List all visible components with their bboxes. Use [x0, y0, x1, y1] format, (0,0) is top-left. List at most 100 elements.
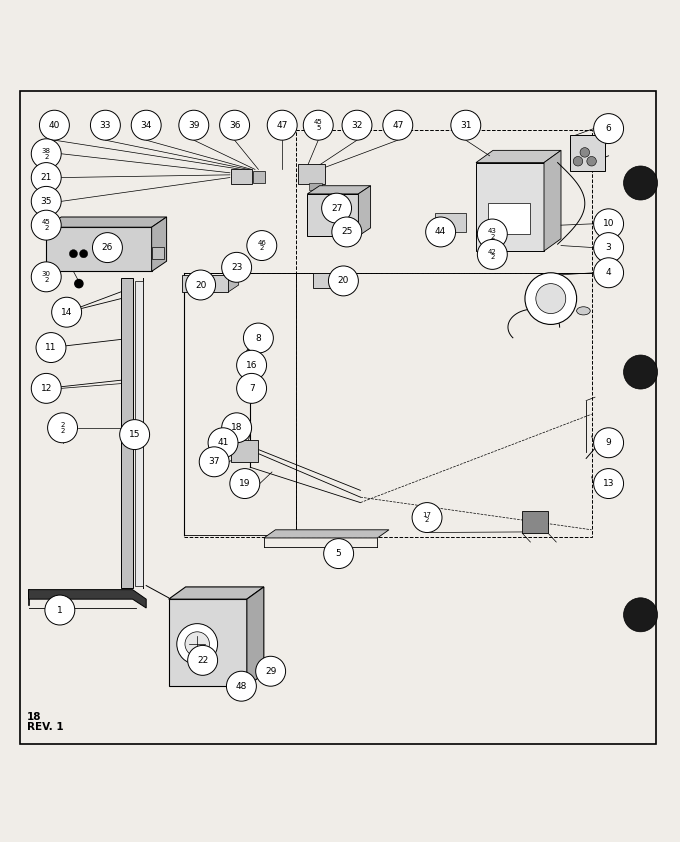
- Circle shape: [75, 280, 83, 288]
- Bar: [313, 274, 352, 289]
- Circle shape: [594, 469, 624, 498]
- Circle shape: [412, 503, 442, 532]
- Text: 10: 10: [603, 219, 614, 228]
- Text: 44: 44: [435, 227, 446, 237]
- Text: 9: 9: [606, 438, 611, 447]
- Circle shape: [36, 333, 66, 363]
- Text: 7: 7: [249, 384, 254, 393]
- Polygon shape: [247, 587, 264, 686]
- Text: 2
2: 2 2: [61, 422, 65, 434]
- Circle shape: [31, 186, 61, 216]
- Circle shape: [48, 413, 78, 443]
- Text: 45
2: 45 2: [42, 220, 50, 231]
- Circle shape: [594, 114, 624, 143]
- Circle shape: [185, 632, 209, 656]
- Circle shape: [208, 428, 238, 458]
- Circle shape: [477, 239, 507, 269]
- Circle shape: [573, 157, 583, 166]
- Text: 19: 19: [239, 479, 250, 488]
- Circle shape: [477, 219, 507, 249]
- Circle shape: [39, 110, 69, 140]
- Circle shape: [246, 355, 257, 366]
- Circle shape: [237, 350, 267, 381]
- Text: 21: 21: [41, 173, 52, 182]
- Polygon shape: [169, 587, 264, 600]
- Bar: [476, 163, 544, 251]
- Text: 4: 4: [606, 269, 611, 277]
- Polygon shape: [264, 530, 389, 538]
- Circle shape: [587, 157, 596, 166]
- Text: 18: 18: [231, 424, 242, 432]
- Circle shape: [90, 110, 120, 140]
- Circle shape: [80, 249, 88, 258]
- Circle shape: [594, 232, 624, 263]
- Text: 37: 37: [209, 457, 220, 466]
- Text: 27: 27: [331, 204, 342, 213]
- Circle shape: [383, 110, 413, 140]
- Bar: [152, 247, 164, 259]
- Circle shape: [52, 297, 82, 328]
- Text: 8: 8: [256, 333, 261, 343]
- Bar: [46, 227, 152, 271]
- Circle shape: [267, 110, 297, 140]
- Text: 6: 6: [606, 124, 611, 133]
- Bar: [135, 281, 143, 585]
- Circle shape: [342, 110, 372, 140]
- Bar: [298, 164, 325, 184]
- Bar: [435, 213, 466, 232]
- Bar: [231, 169, 252, 184]
- Circle shape: [624, 166, 658, 200]
- Text: 41: 41: [218, 438, 228, 447]
- Text: 18: 18: [27, 712, 41, 722]
- Circle shape: [536, 284, 566, 313]
- Circle shape: [322, 193, 352, 223]
- Circle shape: [246, 348, 257, 359]
- Polygon shape: [544, 151, 561, 251]
- Circle shape: [179, 110, 209, 140]
- Bar: [169, 600, 247, 686]
- Text: 35: 35: [41, 197, 52, 205]
- Text: 11: 11: [46, 343, 56, 352]
- Text: 31: 31: [460, 120, 471, 130]
- Text: 32: 32: [352, 120, 362, 130]
- Bar: [570, 136, 605, 171]
- Circle shape: [247, 231, 277, 260]
- Text: 15: 15: [129, 430, 140, 439]
- Text: 43
2: 43 2: [488, 228, 497, 240]
- Text: 25: 25: [341, 227, 352, 237]
- Bar: [296, 273, 592, 536]
- Circle shape: [451, 110, 481, 140]
- Text: 22: 22: [197, 656, 208, 665]
- Circle shape: [246, 335, 257, 346]
- Circle shape: [120, 419, 150, 450]
- Circle shape: [303, 110, 333, 140]
- Text: 17
2: 17 2: [422, 512, 432, 524]
- Circle shape: [594, 209, 624, 239]
- Text: 47: 47: [392, 120, 403, 130]
- Circle shape: [328, 266, 358, 296]
- Bar: [184, 273, 296, 536]
- Circle shape: [131, 110, 161, 140]
- Polygon shape: [152, 217, 167, 271]
- Circle shape: [256, 656, 286, 686]
- Circle shape: [237, 373, 267, 403]
- Text: 23: 23: [231, 263, 242, 272]
- Bar: [182, 274, 228, 292]
- Text: 46
2: 46 2: [257, 240, 267, 251]
- Circle shape: [222, 253, 252, 282]
- Circle shape: [188, 646, 218, 675]
- Text: 12: 12: [41, 384, 52, 393]
- Text: 30
2: 30 2: [41, 271, 51, 283]
- Circle shape: [220, 110, 250, 140]
- Circle shape: [580, 147, 590, 157]
- Bar: [488, 204, 530, 234]
- Circle shape: [624, 598, 658, 632]
- Circle shape: [624, 355, 658, 389]
- Circle shape: [186, 270, 216, 300]
- Circle shape: [226, 671, 256, 701]
- Circle shape: [92, 232, 122, 263]
- Text: 14: 14: [61, 307, 72, 317]
- Circle shape: [230, 469, 260, 498]
- Text: 20: 20: [195, 280, 206, 290]
- Text: 40: 40: [49, 120, 60, 130]
